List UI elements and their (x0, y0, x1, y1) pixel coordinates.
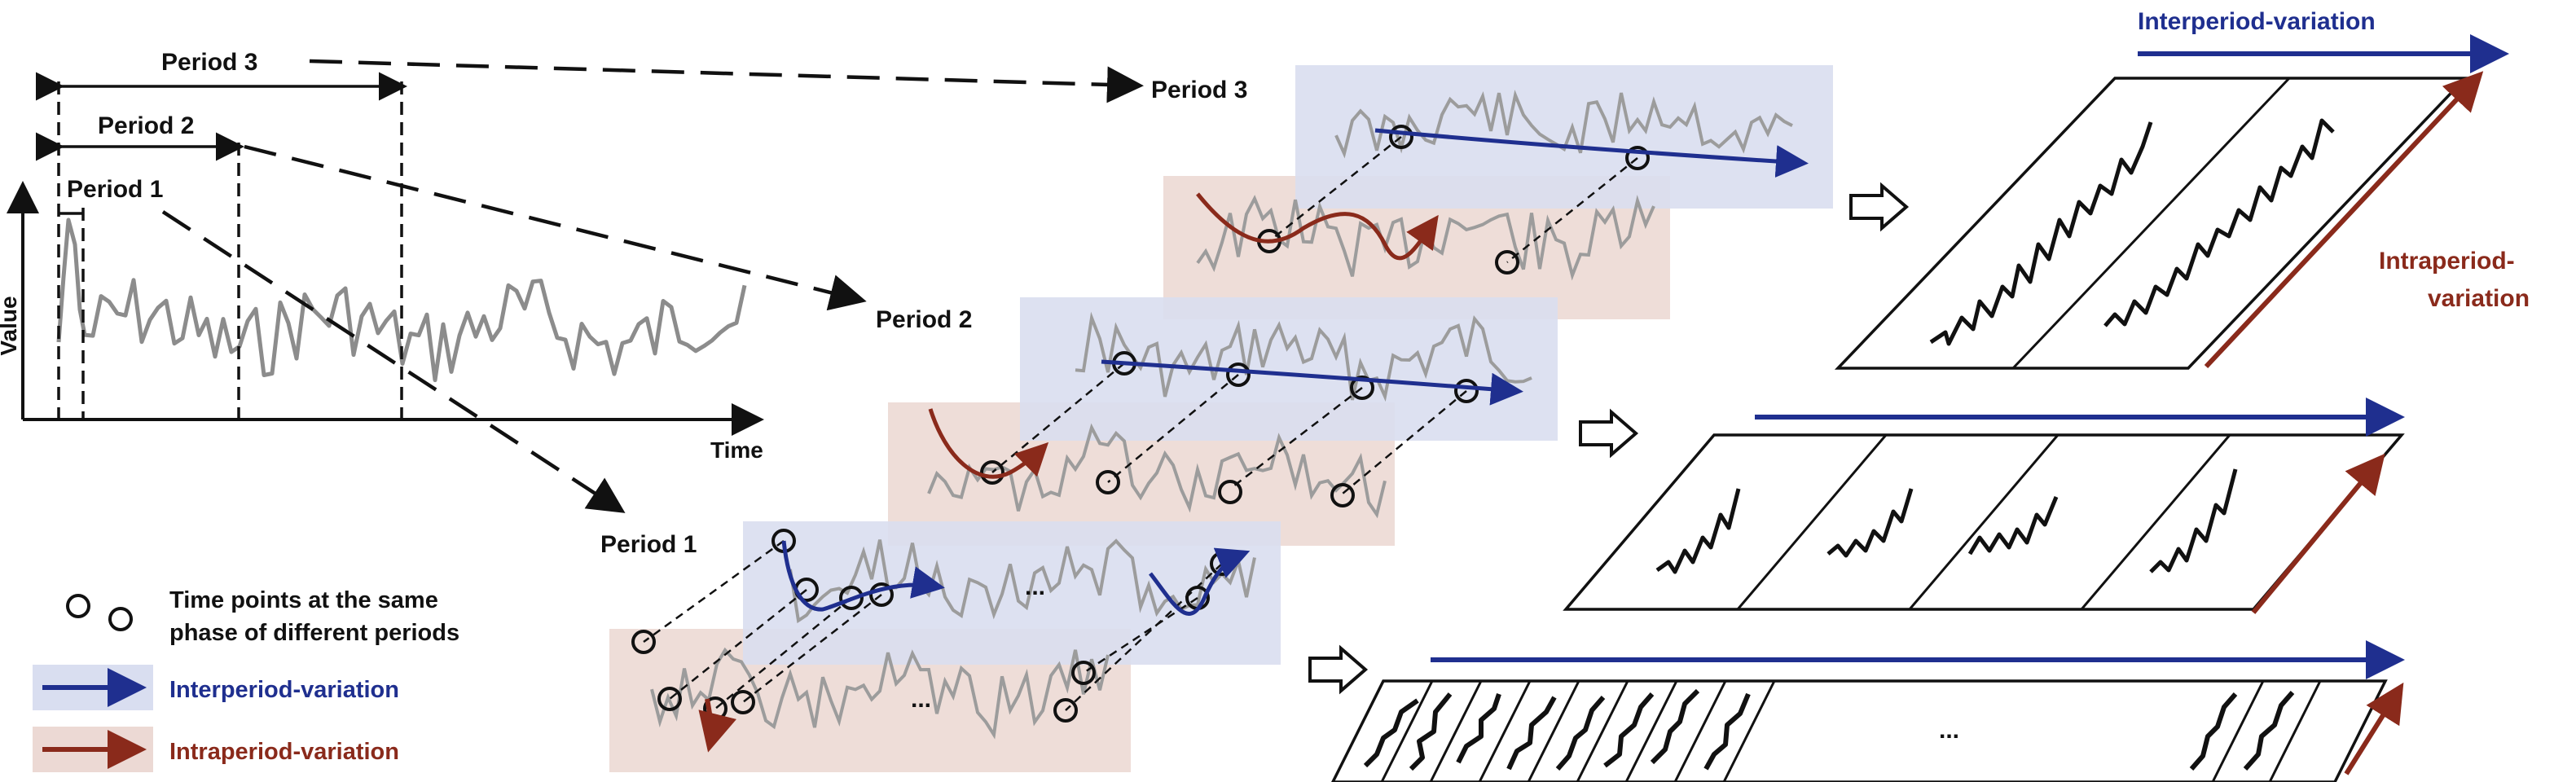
p3-inter-curve (1374, 128, 1809, 178)
phase-point (1495, 250, 1519, 275)
legend-point-icon (108, 607, 133, 631)
tensor3-intra-arrow (2204, 71, 2484, 369)
phase-point (1389, 125, 1413, 149)
period2-series-a (1075, 311, 1532, 402)
tensor2-squiggle (1826, 488, 1914, 558)
phase-point (1226, 362, 1251, 387)
hollow-arrow-middle (1579, 408, 1639, 459)
phase-point (839, 586, 864, 610)
period3-label: Period 3 (161, 49, 257, 76)
legend-point-icon (66, 594, 90, 618)
phase-point (1218, 480, 1242, 504)
period3-series-a (1334, 90, 1793, 159)
tensor3-squiggle-a (1929, 121, 2153, 346)
legend-points-line2: phase of different periods (169, 620, 459, 646)
tensor2-squiggle (2149, 468, 2238, 573)
phase-point (1625, 146, 1650, 170)
legend-inter-label: Interperiod-variation (169, 677, 399, 703)
stack-period3: Period 3 (1151, 65, 1833, 319)
intra-label-line1: Intraperiod- (2379, 248, 2515, 275)
phase-point (869, 582, 894, 607)
phase-points (631, 125, 1650, 723)
p1-inter-curve-a (781, 540, 945, 612)
hollow-arrow-bottom (1308, 644, 1369, 695)
legend-intra-label: Intraperiod-variation (169, 739, 399, 765)
tensor-period2 (1563, 398, 2405, 614)
p3-intra-curve (1196, 192, 1439, 261)
tensor3-squiggle-b (2103, 118, 2335, 327)
period1-ellipsis-top: ... (1025, 573, 1045, 600)
period1-stack-label: Period 1 (600, 531, 697, 558)
tensor1-intra-arrow (2344, 682, 2404, 775)
p2-inter-curve (1101, 359, 1523, 406)
left-plot: Value Time Period 3 Period 2 Period 1 (0, 49, 764, 463)
phase-point (980, 460, 1004, 485)
period1-label: Period 1 (67, 176, 163, 203)
period2-stack-label: Period 2 (876, 306, 972, 333)
time-series-line (56, 217, 747, 383)
phase-point (1096, 470, 1120, 494)
tensor-period3: Interperiod-variation Intraperiod- varia… (1834, 8, 2530, 370)
period3-stack-label: Period 3 (1151, 77, 1247, 103)
tensor-period1: ... (1331, 640, 2405, 782)
p2-intra-curve (928, 408, 1049, 479)
period2-inter-band (1020, 297, 1558, 441)
phase-point (657, 687, 682, 711)
legend: Time points at the same phase of differe… (33, 587, 459, 772)
p1-inter-curve-b (1149, 547, 1251, 616)
phase-point (1053, 698, 1078, 723)
phase-point (631, 630, 656, 654)
period3-inter-band (1295, 65, 1833, 209)
tensor1-frame (1331, 679, 2388, 782)
period-mapping-arrows (161, 59, 1144, 513)
stack-period1: Period 1 ... ... (600, 521, 1281, 772)
legend-points-line1: Time points at the same (169, 587, 438, 613)
period2-label: Period 2 (98, 112, 194, 139)
arrow-to-period1 (161, 210, 626, 513)
tensor2-squiggle (1967, 496, 2059, 556)
period1-ellipsis-bottom: ... (911, 686, 931, 713)
tensor1-squiggles (1363, 688, 2295, 771)
x-axis-label: Time (710, 437, 763, 463)
phase-point (731, 690, 755, 714)
variation-curves (698, 128, 1809, 753)
intra-label-line2: variation (2428, 285, 2530, 312)
arrow-to-period2 (244, 144, 867, 311)
phase-point (1330, 483, 1355, 507)
y-axis-label: Value (0, 296, 21, 355)
tensor3-frame (1834, 77, 2469, 370)
period1-series-a (789, 538, 1256, 624)
arrow-to-period3 (309, 59, 1144, 103)
period2-series-b (927, 423, 1387, 519)
tensor2-squiggle (1655, 488, 1741, 574)
hollow-arrow-top (1849, 182, 1910, 232)
phase-point (1454, 379, 1479, 403)
inter-label: Interperiod-variation (2138, 8, 2376, 35)
p1-intra-curve (698, 698, 736, 753)
tensor1-ellipsis: ... (1939, 717, 1959, 744)
phase-point (1350, 376, 1374, 400)
phase-point (1071, 661, 1096, 685)
stack-period2: Period 2 (876, 297, 1558, 546)
hollow-arrows (1308, 182, 1910, 695)
tensor2-intra-arrow (2251, 453, 2385, 614)
